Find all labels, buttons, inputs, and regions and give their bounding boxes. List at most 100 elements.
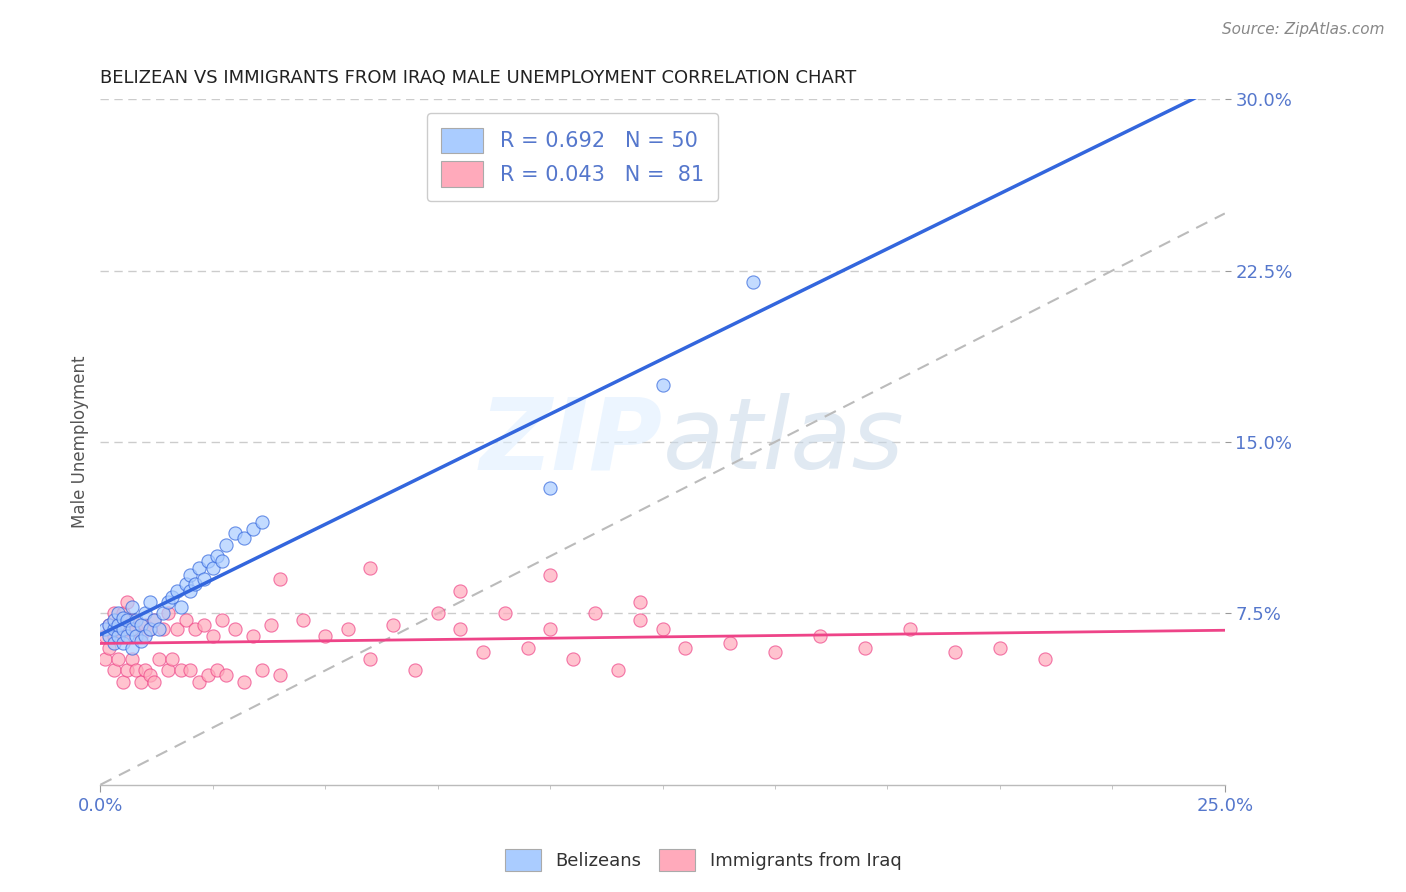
Point [184, 576, 207, 591]
Point [242, 629, 264, 643]
Point [538, 567, 561, 582]
Text: atlas: atlas [662, 393, 904, 491]
Point [111, 674, 134, 689]
Point [139, 623, 162, 637]
Point [426, 607, 449, 621]
Point [156, 664, 179, 678]
Point [121, 613, 143, 627]
Point [143, 674, 166, 689]
Point [174, 576, 197, 591]
Point [197, 668, 219, 682]
Point [211, 613, 233, 627]
Point [184, 623, 207, 637]
Point [107, 617, 129, 632]
Point [103, 623, 125, 637]
Point [179, 567, 201, 582]
Point [134, 629, 156, 643]
Text: BELIZEAN VS IMMIGRANTS FROM IRAQ MALE UNEMPLOYMENT CORRELATION CHART: BELIZEAN VS IMMIGRANTS FROM IRAQ MALE UN… [100, 69, 856, 87]
Point [166, 623, 188, 637]
Point [561, 652, 583, 666]
Point [148, 623, 170, 637]
Point [156, 595, 179, 609]
Point [188, 674, 211, 689]
Legend: Belizeans, Immigrants from Iraq: Belizeans, Immigrants from Iraq [498, 842, 908, 879]
Point [381, 617, 404, 632]
Point [117, 664, 139, 678]
Point [117, 623, 139, 637]
Point [143, 613, 166, 627]
Point [233, 674, 256, 689]
Point [94, 623, 117, 637]
Point [359, 560, 381, 574]
Point [103, 636, 125, 650]
Point [134, 664, 156, 678]
Text: ZIP: ZIP [479, 393, 662, 491]
Point [111, 629, 134, 643]
Point [148, 652, 170, 666]
Point [988, 640, 1011, 655]
Point [174, 613, 197, 627]
Point [170, 599, 193, 614]
Point [207, 664, 229, 678]
Point [94, 652, 117, 666]
Point [134, 617, 156, 632]
Point [94, 629, 117, 643]
Point [129, 633, 152, 648]
Point [121, 640, 143, 655]
Point [583, 607, 606, 621]
Point [215, 668, 238, 682]
Point [651, 623, 673, 637]
Point [170, 664, 193, 678]
Point [103, 629, 125, 643]
Point [139, 668, 162, 682]
Point [98, 640, 121, 655]
Point [111, 636, 134, 650]
Point [233, 531, 256, 545]
Point [129, 629, 152, 643]
Legend: R = 0.692   N = 50, R = 0.043   N =  81: R = 0.692 N = 50, R = 0.043 N = 81 [427, 113, 718, 202]
Point [763, 645, 786, 659]
Point [193, 572, 215, 586]
Point [121, 652, 143, 666]
Point [125, 623, 148, 637]
Point [152, 607, 174, 621]
Point [494, 607, 516, 621]
Point [107, 617, 129, 632]
Point [193, 617, 215, 632]
Y-axis label: Male Unemployment: Male Unemployment [72, 356, 89, 528]
Point [98, 617, 121, 632]
Text: Source: ZipAtlas.com: Source: ZipAtlas.com [1222, 22, 1385, 37]
Point [943, 645, 966, 659]
Point [111, 607, 134, 621]
Point [718, 636, 741, 650]
Point [156, 607, 179, 621]
Point [269, 668, 291, 682]
Point [853, 640, 876, 655]
Point [207, 549, 229, 564]
Point [107, 629, 129, 643]
Point [162, 652, 184, 666]
Point [628, 613, 651, 627]
Point [103, 664, 125, 678]
Point [898, 623, 921, 637]
Point [117, 629, 139, 643]
Point [129, 674, 152, 689]
Point [404, 664, 426, 678]
Point [359, 652, 381, 666]
Point [260, 617, 283, 632]
Point [201, 560, 224, 574]
Point [98, 629, 121, 643]
Point [449, 583, 471, 598]
Point [179, 583, 201, 598]
Point [242, 522, 264, 536]
Point [606, 664, 628, 678]
Point [179, 664, 201, 678]
Point [336, 623, 359, 637]
Point [125, 629, 148, 643]
Point [538, 623, 561, 637]
Point [291, 613, 314, 627]
Point [111, 623, 134, 637]
Point [143, 613, 166, 627]
Point [252, 515, 274, 529]
Point [98, 617, 121, 632]
